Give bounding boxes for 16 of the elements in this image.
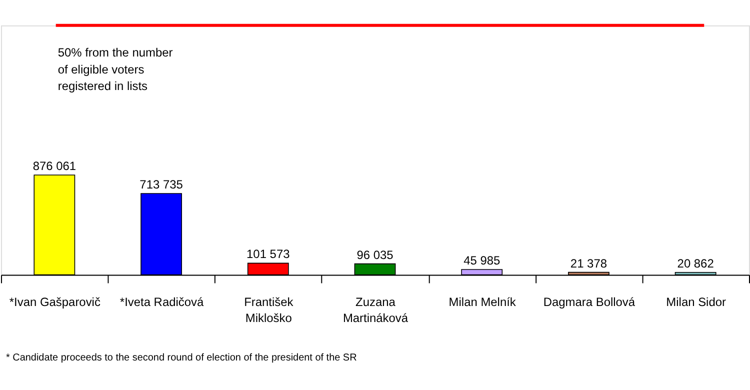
data-label: 21 378 xyxy=(570,256,608,270)
x-tick-label: Dagmara Bollová xyxy=(543,295,636,310)
ref-line-label: 50% from the number of eligible voters registered in lists xyxy=(58,45,173,94)
text: * Candidate proceeds to the second round of election of the president of the SR xyxy=(6,352,357,364)
x-tick-label: Milan Melník xyxy=(448,295,516,310)
x-tick-label: Zuzana Martináková xyxy=(342,295,408,326)
x-tick-label: *Ivan Gašparovič xyxy=(9,295,100,310)
data-label: 876 061 xyxy=(32,159,76,174)
data-label: 20 862 xyxy=(677,256,714,270)
data-label: 101 573 xyxy=(246,247,290,262)
data-label: 45 985 xyxy=(464,254,500,268)
x-tick-label: Milan Sidor xyxy=(666,295,726,310)
data-label: 713 735 xyxy=(140,178,184,192)
x-tick-label: František Mikloško xyxy=(244,295,294,326)
data-label: 96 035 xyxy=(356,248,394,262)
x-tick-label: *Iveta Radičová xyxy=(120,295,204,310)
